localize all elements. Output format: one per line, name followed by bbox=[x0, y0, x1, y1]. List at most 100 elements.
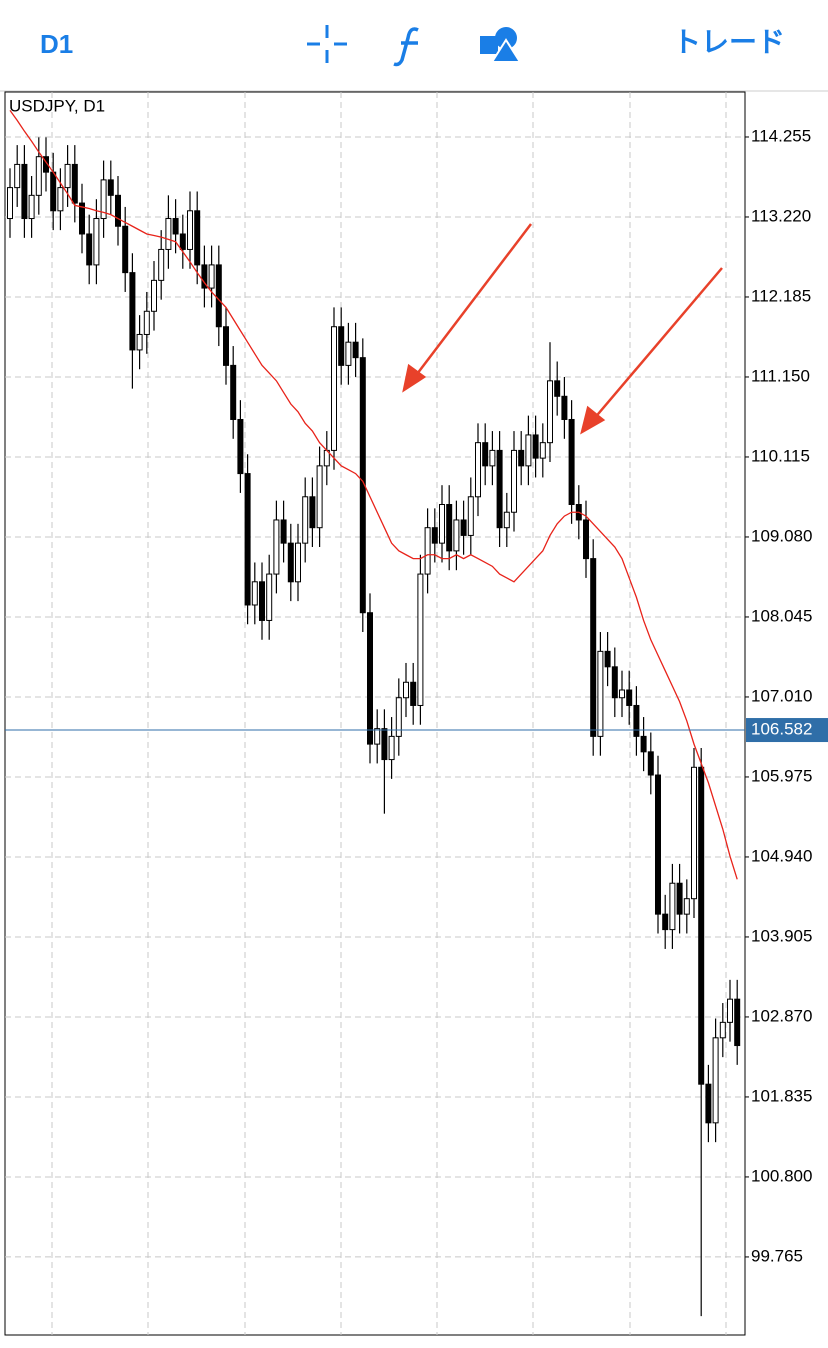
candle-body bbox=[453, 519, 460, 552]
candle-body bbox=[683, 898, 690, 915]
candle-body bbox=[719, 1021, 726, 1039]
candle-body bbox=[525, 434, 532, 467]
candle-body bbox=[316, 465, 323, 529]
candle-body bbox=[482, 442, 489, 467]
candle-body bbox=[237, 418, 244, 475]
y-tick-label: 107.010 bbox=[751, 686, 812, 705]
candle-body bbox=[194, 210, 201, 266]
trade-button[interactable]: トレード bbox=[673, 26, 785, 57]
candle-body bbox=[280, 519, 287, 544]
candle-body bbox=[28, 194, 35, 220]
current-price-label: 106.582 bbox=[751, 720, 812, 739]
candle-body bbox=[331, 326, 337, 451]
current-price-badge bbox=[746, 718, 828, 743]
candle-body bbox=[230, 364, 237, 420]
candle-body bbox=[532, 434, 539, 459]
moving-average bbox=[9, 109, 738, 880]
candle-body bbox=[403, 681, 409, 699]
candle-body bbox=[424, 527, 431, 575]
chart-title: USDJPY, D1 bbox=[9, 96, 105, 115]
candle-body bbox=[179, 233, 186, 250]
candle-body bbox=[568, 418, 575, 506]
candle-body bbox=[511, 449, 517, 513]
candle-body bbox=[345, 341, 352, 366]
indicator-icon[interactable] bbox=[393, 27, 419, 67]
candle-body bbox=[655, 774, 661, 915]
y-tick-label: 111.150 bbox=[751, 366, 810, 385]
vertical-grid bbox=[51, 92, 727, 1335]
candle-body bbox=[698, 766, 705, 1085]
candle-body bbox=[86, 233, 93, 266]
candle-body bbox=[79, 202, 85, 235]
candle-body bbox=[410, 681, 417, 706]
y-tick-label: 101.835 bbox=[751, 1086, 812, 1105]
candle-body bbox=[172, 218, 179, 235]
candle-body bbox=[21, 163, 28, 220]
candle-body bbox=[273, 519, 280, 575]
candle-body bbox=[626, 689, 633, 706]
candle-body bbox=[669, 882, 676, 931]
candle-body bbox=[7, 187, 13, 220]
candle-body bbox=[338, 326, 345, 366]
candle-body bbox=[590, 558, 597, 737]
candle-body bbox=[151, 279, 157, 312]
candle-body bbox=[395, 697, 402, 737]
candle-body bbox=[122, 225, 129, 274]
candle-body bbox=[287, 542, 294, 583]
candle-body bbox=[201, 264, 208, 289]
candle-body bbox=[640, 735, 647, 753]
y-tick-label: 113.220 bbox=[751, 206, 811, 225]
y-tick-label: 99.765 bbox=[751, 1246, 803, 1265]
candle-body bbox=[158, 248, 165, 281]
candle-body bbox=[187, 210, 193, 250]
candle-body bbox=[676, 882, 683, 915]
y-tick-label: 103.905 bbox=[751, 926, 812, 945]
objects-icon[interactable] bbox=[480, 27, 522, 63]
timeframe-button[interactable]: D1 bbox=[40, 29, 73, 59]
candle-body bbox=[57, 187, 64, 212]
candle-body bbox=[503, 511, 510, 529]
candle-body bbox=[597, 650, 604, 737]
candle-body bbox=[439, 504, 445, 544]
candle-body bbox=[136, 333, 143, 351]
candle-body bbox=[705, 1083, 712, 1124]
candle-body bbox=[381, 728, 388, 761]
candle-body bbox=[727, 998, 733, 1023]
y-tick-label: 108.045 bbox=[751, 606, 812, 625]
candle-body bbox=[604, 650, 611, 668]
candle-body bbox=[467, 496, 474, 536]
candle-body bbox=[251, 581, 258, 606]
y-tick-label: 104.940 bbox=[751, 846, 812, 865]
y-tick-label: 114.255 bbox=[751, 126, 811, 145]
toolbar bbox=[0, 0, 828, 90]
candle-body bbox=[50, 171, 57, 212]
plot bbox=[5, 109, 745, 1317]
candle-body bbox=[259, 581, 265, 621]
candle-body bbox=[633, 704, 640, 737]
candle-body bbox=[712, 1037, 719, 1124]
candle-body bbox=[14, 163, 21, 189]
candle-body bbox=[475, 442, 481, 498]
candle-body bbox=[295, 542, 301, 583]
candle-body bbox=[446, 504, 453, 552]
candle-body bbox=[302, 496, 309, 544]
candle-body bbox=[71, 163, 78, 204]
candle-body bbox=[539, 442, 546, 459]
annotation-arrows bbox=[402, 223, 723, 435]
candle-body bbox=[223, 326, 229, 366]
candle-body bbox=[352, 341, 359, 359]
candle-body bbox=[431, 527, 438, 544]
candle-body bbox=[115, 194, 121, 227]
candle-body bbox=[129, 272, 136, 351]
y-tick-label: 102.870 bbox=[751, 1006, 812, 1025]
candle-body bbox=[561, 395, 568, 420]
candle-body bbox=[64, 163, 71, 189]
candle-body bbox=[165, 218, 172, 250]
crosshair-icon[interactable] bbox=[307, 25, 347, 63]
candle-body bbox=[367, 612, 373, 745]
candle-body bbox=[691, 766, 697, 900]
candle-body bbox=[388, 735, 395, 761]
candle-body bbox=[662, 913, 669, 931]
